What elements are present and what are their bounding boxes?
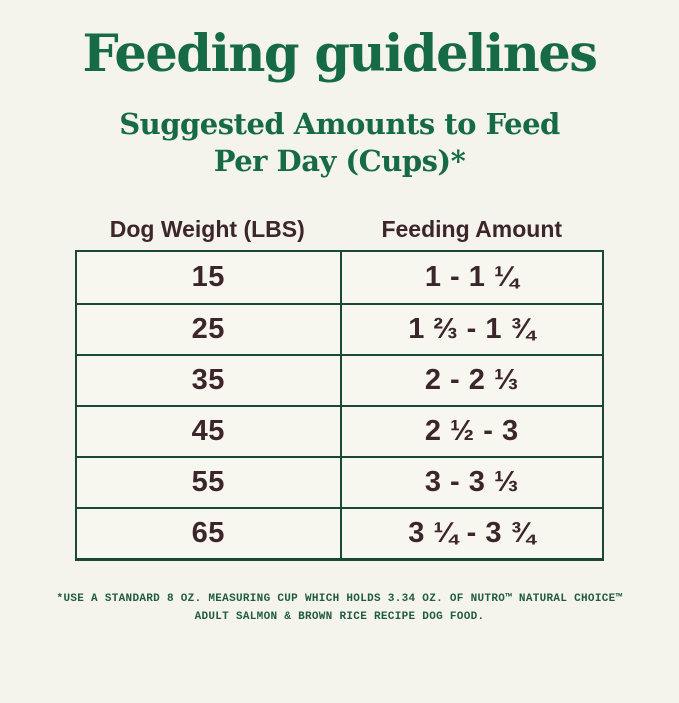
column-header-dog-weight: Dog Weight (LBS) [109, 216, 305, 242]
feeding-table: 15 1 - 1 ¼ 25 1 ⅔ - 1 ¾ 35 2 - 2 ⅓ 45 2 … [75, 250, 604, 561]
table-row: 25 1 ⅔ - 1 ¾ [77, 303, 602, 354]
table-row: 35 2 - 2 ⅓ [77, 354, 602, 405]
page-subtitle: Suggested Amounts to Feed Per Day (Cups)… [0, 106, 679, 180]
feeding-amount-cell: 3 ¼ - 3 ¾ [339, 509, 603, 558]
table-column-headers: Dog Weight (LBS) Feeding Amount [75, 216, 604, 243]
footnote-line2: ADULT SALMON & BROWN RICE RECIPE DOG FOO… [194, 611, 485, 623]
footnote: *USE A STANDARD 8 OZ. MEASURING CUP WHIC… [0, 590, 679, 626]
dog-weight-cell: 25 [191, 313, 225, 345]
table-row: 55 3 - 3 ⅓ [77, 456, 602, 507]
feeding-amount-cell: 2 ½ - 3 [339, 407, 603, 456]
dog-weight-cell: 35 [191, 364, 225, 396]
column-header-feeding-amount: Feeding Amount [381, 216, 563, 242]
feeding-amount-cell: 1 ⅔ - 1 ¾ [339, 305, 603, 354]
table-row: 15 1 - 1 ¼ [77, 252, 602, 303]
table-row: 45 2 ½ - 3 [77, 405, 602, 456]
dog-weight-cell: 15 [191, 261, 225, 293]
feeding-guidelines-panel: Feeding guidelines Suggested Amounts to … [0, 24, 679, 703]
dog-weight-cell: 45 [191, 415, 225, 447]
feeding-amount-cell: 3 - 3 ⅓ [339, 458, 603, 507]
page-subtitle-line1: Suggested Amounts to Feed [119, 107, 560, 141]
feeding-amount-cell: 2 - 2 ⅓ [339, 356, 603, 405]
feeding-table-area: Dog Weight (LBS) Feeding Amount 15 1 - 1… [75, 216, 604, 561]
dog-weight-cell: 65 [191, 517, 225, 549]
feeding-amount-cell: 1 - 1 ¼ [339, 252, 603, 303]
page-subtitle-line2: Per Day (Cups)* [213, 144, 466, 178]
footnote-line1: *USE A STANDARD 8 OZ. MEASURING CUP WHIC… [56, 593, 623, 605]
page-title: Feeding guidelines [82, 24, 598, 84]
table-row: 65 3 ¼ - 3 ¾ [77, 507, 602, 558]
dog-weight-cell: 55 [191, 466, 225, 498]
